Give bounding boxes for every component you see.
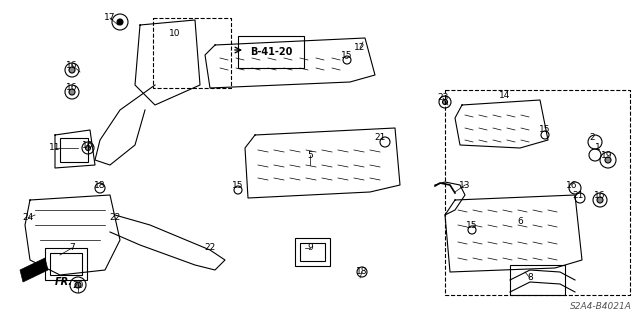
Text: 8: 8 <box>527 273 533 283</box>
Text: 16: 16 <box>566 181 578 189</box>
Text: 15: 15 <box>341 50 353 60</box>
Text: 19: 19 <box>601 151 612 160</box>
Text: 15: 15 <box>467 220 477 229</box>
Circle shape <box>86 145 90 151</box>
Text: 16: 16 <box>83 140 93 150</box>
Text: 18: 18 <box>94 181 106 189</box>
Bar <box>295 238 330 266</box>
Bar <box>60 138 88 162</box>
Text: 2: 2 <box>589 133 595 143</box>
Text: S2A4-B4021A: S2A4-B4021A <box>570 302 632 311</box>
Circle shape <box>605 157 611 163</box>
Bar <box>50 253 82 275</box>
Text: 20: 20 <box>72 280 84 290</box>
Bar <box>510 265 565 295</box>
Bar <box>300 243 325 261</box>
Circle shape <box>75 282 81 288</box>
Text: 1: 1 <box>595 144 601 152</box>
Text: 24: 24 <box>22 213 34 222</box>
Circle shape <box>597 197 603 203</box>
Text: 5: 5 <box>307 151 313 160</box>
Circle shape <box>69 67 75 73</box>
Circle shape <box>117 19 123 25</box>
Text: 13: 13 <box>460 181 471 189</box>
Text: 22: 22 <box>204 243 216 253</box>
Text: 9: 9 <box>307 243 313 253</box>
Text: 18: 18 <box>356 268 368 277</box>
Circle shape <box>69 89 75 95</box>
Text: 12: 12 <box>355 43 365 53</box>
Text: 16: 16 <box>595 190 605 199</box>
Text: FR.: FR. <box>55 277 73 287</box>
Text: 21: 21 <box>572 190 584 199</box>
Text: 21: 21 <box>374 133 386 143</box>
Text: 16: 16 <box>67 61 77 70</box>
Text: 15: 15 <box>540 125 551 135</box>
Text: 16: 16 <box>67 84 77 93</box>
Polygon shape <box>20 258 48 282</box>
Text: 22: 22 <box>109 213 120 222</box>
Text: 6: 6 <box>517 218 523 226</box>
Circle shape <box>442 100 447 105</box>
Text: 17: 17 <box>104 13 116 23</box>
Text: B-41-20: B-41-20 <box>250 47 292 57</box>
Text: 7: 7 <box>69 243 75 253</box>
Text: 14: 14 <box>499 91 511 100</box>
Text: 23: 23 <box>437 93 449 102</box>
Text: 15: 15 <box>232 181 244 189</box>
Text: 11: 11 <box>49 144 61 152</box>
Bar <box>45 248 87 280</box>
Text: 10: 10 <box>169 28 180 38</box>
